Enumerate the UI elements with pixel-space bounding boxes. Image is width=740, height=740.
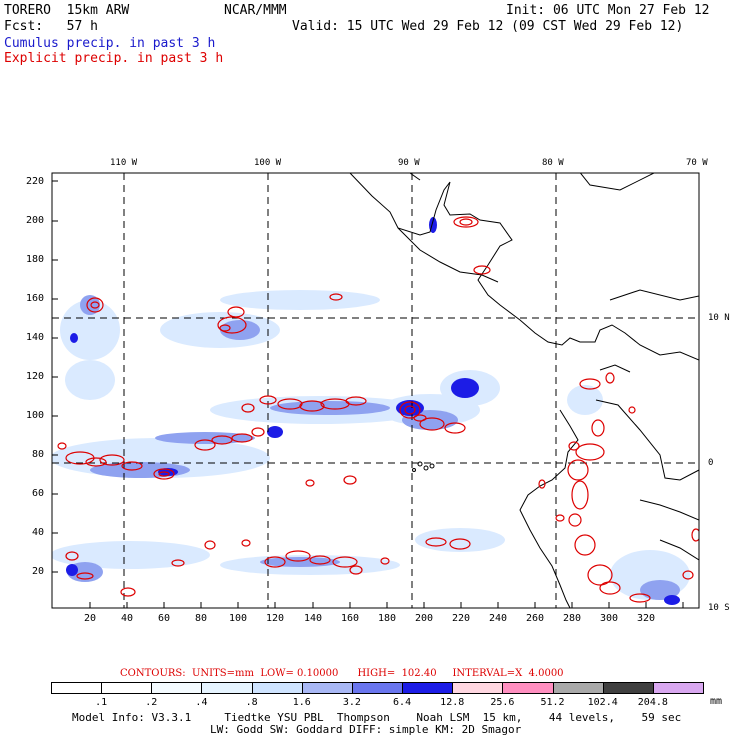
y-tick: 160 <box>26 293 45 304</box>
legend-label: .1 <box>95 697 108 708</box>
legend-swatch <box>351 682 404 694</box>
y-tick: 120 <box>26 371 45 382</box>
organization: NCAR/MMM <box>224 3 287 18</box>
x-tick: 200 <box>415 613 434 624</box>
lat-label-0: 0 <box>708 458 714 468</box>
y-tick: 100 <box>26 410 45 421</box>
y-tick: 40 <box>32 527 45 538</box>
x-tick: 160 <box>341 613 360 624</box>
lat-label-10n: 10 N <box>708 313 730 323</box>
legend-swatch <box>452 682 504 694</box>
legend-swatch <box>301 682 353 694</box>
lon-label-110w: 110 W <box>110 158 138 168</box>
cumulus-precip-areas <box>52 217 690 605</box>
contour-info: CONTOURS: UNITS=mm LOW= 0.10000 HIGH= 10… <box>120 668 564 679</box>
lon-label-70w: 70 W <box>686 158 708 168</box>
model-info-line2: LW: Godd SW: Goddard DIFF: simple KM: 2D… <box>210 723 522 736</box>
x-tick: 80 <box>195 613 208 624</box>
x-tick: 20 <box>84 613 97 624</box>
forecast-hour: Fcst: 57 h <box>4 19 98 34</box>
y-tick: 220 <box>26 176 45 187</box>
explicit-label: Explicit precip. in past 3 h <box>4 51 224 66</box>
legend-swatch <box>602 682 654 694</box>
x-tick: 260 <box>526 613 545 624</box>
x-tick: 240 <box>489 613 508 624</box>
legend-swatch <box>51 682 103 694</box>
x-tick: 220 <box>452 613 471 624</box>
lat-label-10s: 10 S <box>708 603 730 613</box>
legend-label: 6.4 <box>393 697 412 708</box>
explicit-precip-contours <box>57 216 699 603</box>
legend-swatch <box>201 682 253 694</box>
y-tick: 80 <box>32 449 45 460</box>
x-tick: 300 <box>600 613 619 624</box>
y-tick: 200 <box>26 215 45 226</box>
model-info-line1: Model Info: V3.3.1 Tiedtke YSU PBL Thomp… <box>72 711 682 724</box>
legend-swatch <box>652 682 704 694</box>
legend-swatch <box>502 682 554 694</box>
legend-swatch <box>251 682 303 694</box>
y-tick: 140 <box>26 332 45 343</box>
model-name: TORERO 15km ARW <box>4 3 130 18</box>
legend-label: 12.8 <box>440 697 465 708</box>
legend-label: 3.2 <box>342 697 361 708</box>
legend-swatch <box>101 682 153 694</box>
lon-label-100w: 100 W <box>254 158 282 168</box>
x-tick: 320 <box>637 613 656 624</box>
x-tick: 280 <box>563 613 582 624</box>
legend-label: 25.6 <box>490 697 515 708</box>
lat-lon-grid <box>52 173 699 608</box>
map-frame <box>51 172 700 609</box>
lon-label-90w: 90 W <box>398 158 420 168</box>
legend-label: .2 <box>145 697 158 708</box>
legend-label: .4 <box>195 697 208 708</box>
legend-label: .8 <box>245 697 258 708</box>
x-tick: 40 <box>121 613 134 624</box>
legend-swatch <box>402 682 454 694</box>
galapagos <box>412 461 435 472</box>
x-tick: 100 <box>229 613 248 624</box>
x-tick: 60 <box>158 613 171 624</box>
x-tick: 180 <box>378 613 397 624</box>
legend-swatch <box>552 682 604 694</box>
init-time: Init: 06 UTC Mon 27 Feb 12 <box>506 3 710 18</box>
legend-label: 51.2 <box>540 697 565 708</box>
x-tick: 120 <box>266 613 285 624</box>
legend-label: 102.4 <box>587 697 618 708</box>
legend-swatch <box>151 682 203 694</box>
axis-ticks <box>52 180 684 608</box>
y-tick: 60 <box>32 488 45 499</box>
x-tick: 140 <box>304 613 323 624</box>
legend-unit: mm <box>710 696 723 707</box>
coastlines <box>349 173 699 608</box>
y-tick: 20 <box>32 566 45 577</box>
legend-label: 204.8 <box>637 697 668 708</box>
lon-label-80w: 80 W <box>542 158 564 168</box>
y-tick: 180 <box>26 254 45 265</box>
valid-time: Valid: 15 UTC Wed 29 Feb 12 (09 CST Wed … <box>292 19 684 34</box>
cumulus-label: Cumulus precip. in past 3 h <box>4 36 216 51</box>
legend-label: 1.6 <box>292 697 311 708</box>
